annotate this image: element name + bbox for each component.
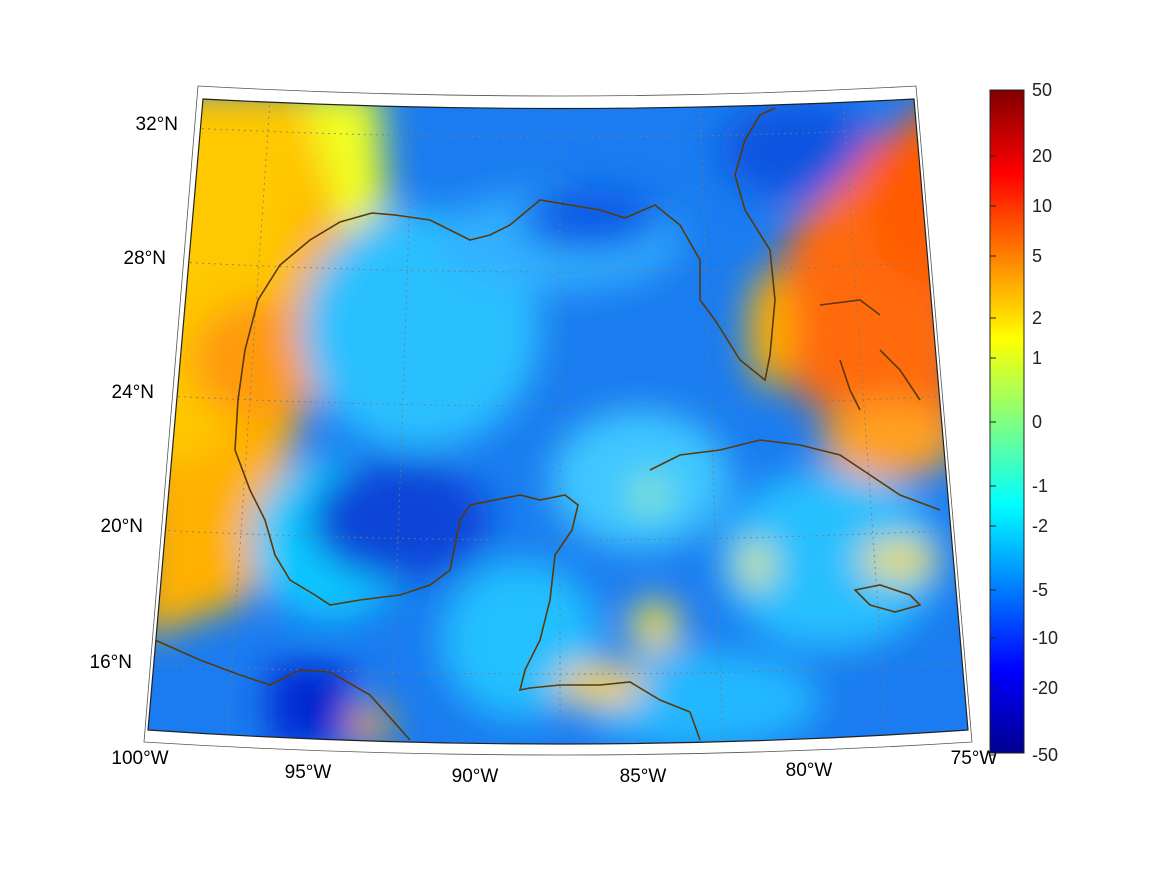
lon-label-80w: 80°W	[786, 760, 833, 781]
colorbar-tick-label: 50	[1032, 80, 1052, 100]
graticule	[148, 99, 965, 744]
lon-label-100w: 100°W	[111, 748, 168, 769]
colorbar-tick-label: -10	[1032, 628, 1058, 648]
data-field	[148, 99, 968, 744]
lon-label-90w: 90°W	[452, 766, 499, 787]
lat-label-24: 24°N	[112, 382, 154, 403]
lat-label-32: 32°N	[136, 114, 178, 135]
lat-label-28: 28°N	[124, 248, 166, 269]
lon-labels: 100°W 95°W 90°W 85°W 80°W 75°W	[111, 748, 997, 787]
lon-label-75w: 75°W	[951, 748, 998, 769]
colorbar-tick-label: 1	[1032, 348, 1042, 368]
lat-label-20: 20°N	[101, 516, 143, 537]
lat-labels: 32°N 28°N 24°N 20°N 16°N	[90, 114, 178, 673]
colorbar-tick-label: 10	[1032, 196, 1052, 216]
colorbar-tick-label: 5	[1032, 246, 1042, 266]
colorbar-tick-label: -50	[1032, 745, 1058, 765]
colorbar-tick-label: -1	[1032, 476, 1048, 496]
colorbar-tick-label: -5	[1032, 580, 1048, 600]
coastlines	[154, 107, 941, 741]
map-outer-frame	[143, 85, 973, 756]
map-frame	[147, 98, 969, 745]
colorbar-tick-label: -2	[1032, 516, 1048, 536]
lon-label-85w: 85°W	[620, 766, 667, 787]
lat-label-16: 16°N	[90, 652, 132, 673]
colorbar-tick-label: 2	[1032, 308, 1042, 328]
colorbar-tick-label: 20	[1032, 146, 1052, 166]
colorbar-tick-label: 0	[1032, 412, 1042, 432]
colorbar-tick-label: -20	[1032, 678, 1058, 698]
lon-label-95w: 95°W	[285, 762, 332, 783]
